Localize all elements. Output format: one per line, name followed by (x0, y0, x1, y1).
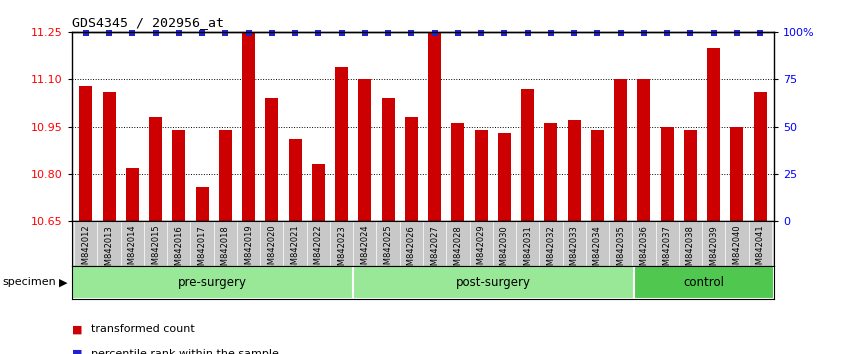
Bar (382, 98, 394, 221)
Text: GSM842037: GSM842037 (662, 225, 672, 276)
Text: post-surgery: post-surgery (456, 276, 530, 289)
Text: GSM842025: GSM842025 (383, 225, 393, 275)
Text: ■: ■ (72, 324, 82, 334)
Bar (684, 130, 697, 221)
Bar (730, 127, 744, 221)
Bar (335, 67, 348, 221)
Text: GSM842030: GSM842030 (500, 225, 509, 275)
Bar (219, 130, 232, 221)
Text: specimen: specimen (3, 277, 57, 287)
Text: GSM842018: GSM842018 (221, 225, 230, 275)
Bar (638, 79, 651, 221)
Text: GSM842038: GSM842038 (686, 225, 695, 276)
Text: GSM842039: GSM842039 (709, 225, 718, 275)
Bar (266, 98, 278, 221)
Bar (405, 117, 418, 221)
Text: GSM842040: GSM842040 (733, 225, 741, 275)
Text: GSM842016: GSM842016 (174, 225, 184, 275)
Text: GSM842027: GSM842027 (430, 225, 439, 275)
Text: GSM842023: GSM842023 (337, 225, 346, 275)
Text: GSM842012: GSM842012 (81, 225, 91, 275)
Text: GSM842033: GSM842033 (569, 225, 579, 276)
Text: GSM842013: GSM842013 (105, 225, 113, 275)
Bar (428, 32, 441, 221)
Bar (545, 124, 558, 221)
Text: control: control (684, 276, 724, 289)
Text: GSM842026: GSM842026 (407, 225, 416, 275)
Bar (80, 86, 92, 221)
Bar (312, 165, 325, 221)
Bar (353, 266, 634, 299)
Text: GSM842029: GSM842029 (476, 225, 486, 275)
Text: GSM842020: GSM842020 (267, 225, 277, 275)
Text: pre-surgery: pre-surgery (178, 276, 247, 289)
Text: GSM842035: GSM842035 (616, 225, 625, 275)
Text: GSM842024: GSM842024 (360, 225, 370, 275)
Bar (72, 266, 353, 299)
Bar (288, 139, 301, 221)
Bar (242, 32, 255, 221)
Text: GSM842034: GSM842034 (593, 225, 602, 275)
Text: GSM842036: GSM842036 (640, 225, 648, 276)
Bar (452, 124, 464, 221)
Bar (754, 92, 766, 221)
Text: GSM842041: GSM842041 (755, 225, 765, 275)
Bar (521, 89, 534, 221)
Bar (475, 130, 487, 221)
Bar (149, 117, 162, 221)
Bar (359, 79, 371, 221)
Text: GSM842021: GSM842021 (291, 225, 299, 275)
Text: GSM842015: GSM842015 (151, 225, 160, 275)
Bar (195, 187, 208, 221)
Text: ■: ■ (72, 349, 82, 354)
Bar (102, 92, 116, 221)
Bar (661, 127, 673, 221)
Text: GSM842022: GSM842022 (314, 225, 323, 275)
Bar (568, 120, 580, 221)
Text: GSM842019: GSM842019 (244, 225, 253, 275)
Bar (707, 48, 720, 221)
Text: transformed count: transformed count (91, 324, 195, 334)
Text: GSM842014: GSM842014 (128, 225, 137, 275)
Bar (173, 130, 185, 221)
Text: GSM842017: GSM842017 (198, 225, 206, 275)
Text: GSM842028: GSM842028 (453, 225, 463, 275)
Bar (498, 133, 511, 221)
Text: GSM842031: GSM842031 (523, 225, 532, 275)
Bar (591, 130, 604, 221)
Text: GDS4345 / 202956_at: GDS4345 / 202956_at (72, 16, 224, 29)
Text: GSM842032: GSM842032 (547, 225, 555, 275)
Bar (634, 266, 774, 299)
Text: ▶: ▶ (59, 277, 68, 287)
Bar (126, 167, 139, 221)
Bar (614, 79, 627, 221)
Text: percentile rank within the sample: percentile rank within the sample (91, 349, 278, 354)
